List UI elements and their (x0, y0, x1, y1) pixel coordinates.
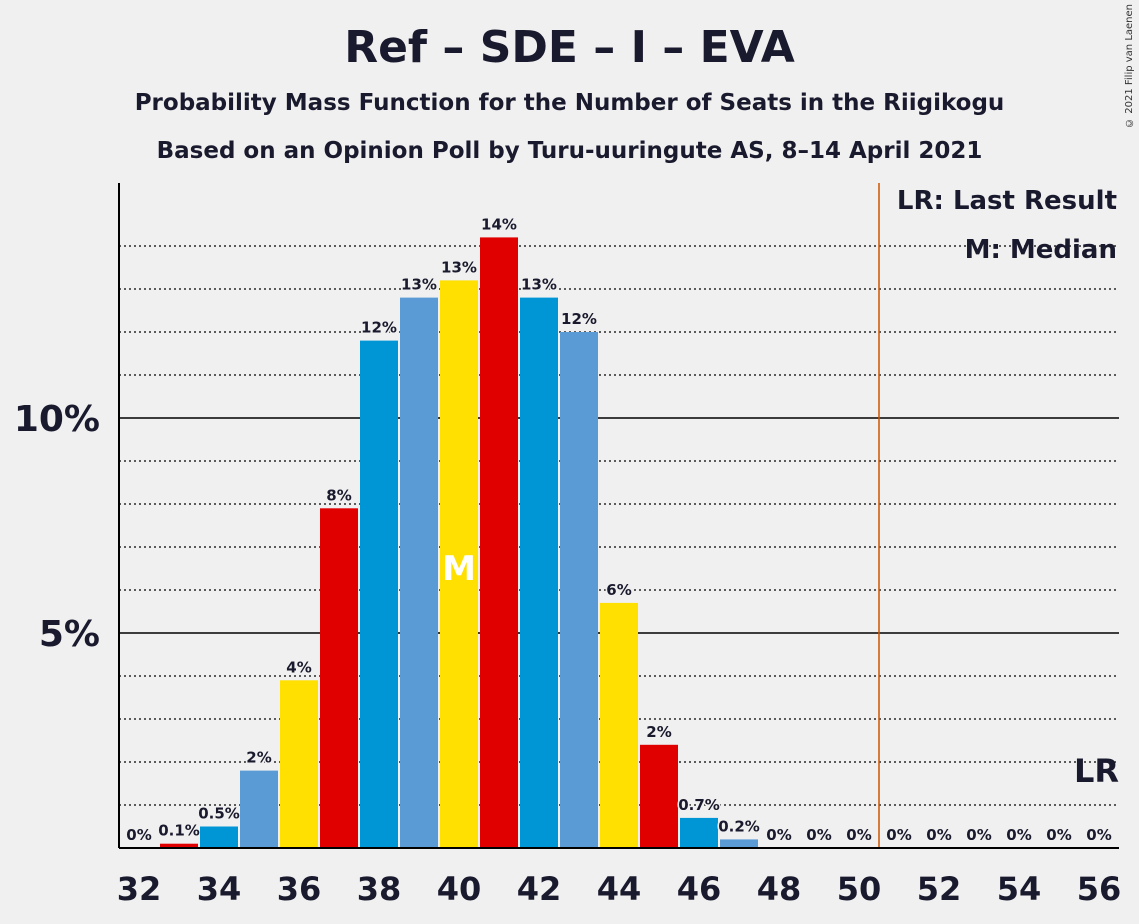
x-tick-label: 38 (357, 870, 402, 908)
bar-value-label: 12% (561, 310, 597, 328)
bar-value-label: 13% (401, 276, 437, 294)
chart-subtitle: Probability Mass Function for the Number… (134, 90, 1005, 116)
bar-value-label: 0.5% (198, 805, 240, 823)
legend-last-result: LR: Last Result (897, 186, 1117, 216)
bar (320, 508, 358, 848)
bar (480, 237, 518, 848)
x-tick-label: 54 (997, 870, 1042, 908)
legend-median: M: Median (965, 235, 1117, 265)
bar (720, 839, 758, 848)
bar-value-label: 2% (246, 749, 271, 767)
bar-value-label: 0% (926, 826, 951, 844)
x-tick-label: 48 (757, 870, 802, 908)
bar-value-label: 0% (1086, 826, 1111, 844)
y-tick-label: 10% (14, 399, 100, 440)
bar-value-label: 0% (806, 826, 831, 844)
x-tick-label: 34 (197, 870, 242, 908)
x-tick-label: 32 (117, 870, 162, 908)
median-marker: M (442, 549, 476, 589)
bar-value-label: 0.1% (158, 822, 200, 840)
chart-subtitle-source: Based on an Opinion Poll by Turu-uuringu… (156, 138, 983, 164)
bar (520, 297, 558, 849)
bar (400, 297, 438, 849)
bar-value-label: 13% (521, 276, 557, 294)
x-tick-label: 46 (677, 870, 722, 908)
bar (160, 843, 198, 848)
bar-value-label: 2% (646, 723, 671, 741)
bar (640, 744, 678, 848)
bar-value-label: 14% (481, 215, 517, 233)
bar-value-label: 8% (326, 486, 351, 504)
bar (440, 280, 478, 848)
y-tick-label: 5% (39, 614, 100, 655)
bar-value-label: 0% (1006, 826, 1031, 844)
bar (680, 817, 718, 848)
bar-value-label: 0% (1046, 826, 1071, 844)
bar-value-label: 0.2% (718, 817, 760, 835)
chart-title: Ref – SDE – I – EVA (344, 22, 795, 73)
x-tick-label: 40 (437, 870, 482, 908)
x-tick-label: 42 (517, 870, 562, 908)
bar-value-label: 6% (606, 581, 631, 599)
bar (240, 770, 278, 848)
x-tick-label: 50 (837, 870, 882, 908)
last-result-marker: LR (1074, 752, 1119, 790)
x-tick-label: 52 (917, 870, 962, 908)
bar-value-label: 13% (441, 258, 477, 276)
bar-value-label: 4% (286, 658, 311, 676)
bar (560, 332, 598, 848)
bar-value-label: 0% (966, 826, 991, 844)
bar (200, 826, 238, 848)
bar-value-label: 12% (361, 319, 397, 337)
bar (360, 340, 398, 848)
x-tick-label: 36 (277, 870, 322, 908)
bar-value-label: 0% (766, 826, 791, 844)
bar (600, 602, 638, 848)
bar-value-label: 0% (846, 826, 871, 844)
x-tick-label: 56 (1077, 870, 1122, 908)
x-tick-label: 44 (597, 870, 642, 908)
bar-value-label: 0.7% (678, 796, 720, 814)
bar-value-label: 0% (126, 826, 151, 844)
bar (280, 680, 318, 848)
bar-value-label: 0% (886, 826, 911, 844)
